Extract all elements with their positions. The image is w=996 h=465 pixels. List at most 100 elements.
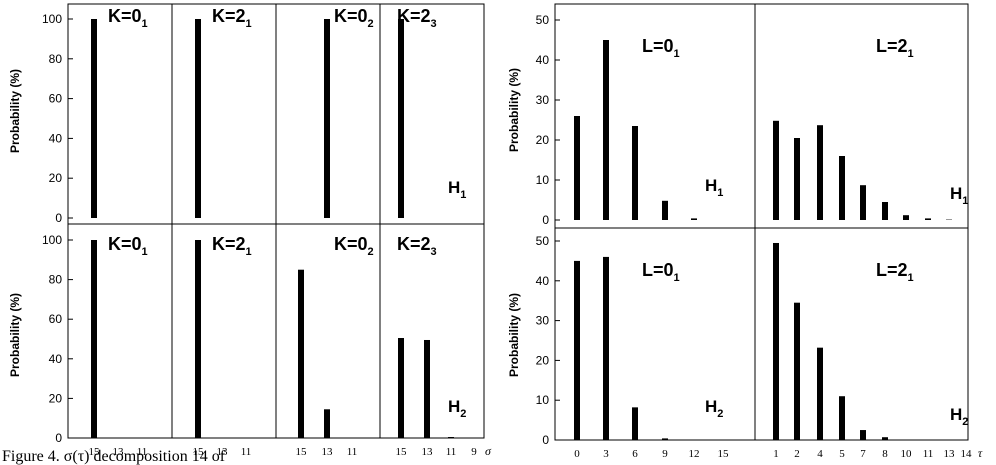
panel-label: K=01 xyxy=(108,6,148,30)
row-label: H1 xyxy=(448,178,466,201)
y-tick-label: 40 xyxy=(536,274,550,288)
bar xyxy=(324,19,330,218)
x-tick-label: 4 xyxy=(817,448,823,460)
y-tick-label: 20 xyxy=(49,391,63,405)
x-tick-label: 15 xyxy=(396,446,408,458)
y-tick-label: 30 xyxy=(536,314,550,328)
x-tick-label: 13 xyxy=(113,446,125,458)
x-axis-symbol: σ xyxy=(485,444,492,458)
bar xyxy=(603,256,609,440)
panel-label: K=21 xyxy=(212,234,252,258)
bar xyxy=(574,260,580,440)
bar xyxy=(860,185,866,220)
bar xyxy=(882,437,888,440)
y-tick-label: 0 xyxy=(55,211,62,225)
left-chart: Probability (%) 0 20 40 60 80 100 H1 K=01 K=21 K=0… xyxy=(8,3,492,458)
bar xyxy=(882,202,888,220)
y-tick-label: 30 xyxy=(536,93,550,107)
y-tick-label: 20 xyxy=(536,353,550,367)
y-tick-label: 0 xyxy=(55,431,62,445)
x-tick-label: 3 xyxy=(603,448,609,460)
y-axis-label: Probability (%) xyxy=(8,293,22,377)
y-tick-label: 10 xyxy=(536,393,550,407)
bar xyxy=(773,120,779,220)
row-label: H1 xyxy=(950,184,968,207)
panel-label: K=02 xyxy=(334,234,374,258)
row-label: H2 xyxy=(950,405,968,428)
x-tick-label: 12 xyxy=(689,448,700,460)
row-label: H2 xyxy=(448,397,466,420)
bar xyxy=(925,218,931,220)
y-tick-label: 80 xyxy=(49,273,63,287)
row-label: H2 xyxy=(705,397,723,420)
y-tick-label: 20 xyxy=(49,171,63,185)
bar xyxy=(574,116,580,220)
bar xyxy=(91,19,97,218)
bar xyxy=(398,338,404,438)
bar xyxy=(839,156,845,220)
bar xyxy=(195,240,201,438)
x-tick-label: 14 xyxy=(961,448,973,460)
panel-label: L=21 xyxy=(876,260,914,284)
y-tick-label: 100 xyxy=(42,233,62,247)
bar xyxy=(91,240,97,438)
panel-label: K=21 xyxy=(212,6,252,30)
panel-label: K=23 xyxy=(397,234,437,258)
x-tick-label: 2 xyxy=(794,448,800,460)
y-axis-label: Probability (%) xyxy=(8,69,22,153)
bar xyxy=(773,242,779,440)
panel-label: K=01 xyxy=(108,234,148,258)
x-tick-label: 1 xyxy=(773,448,779,460)
bar xyxy=(817,347,823,440)
x-tick-label: 15 xyxy=(193,446,205,458)
plot-frame xyxy=(554,3,969,441)
panel-label: L=01 xyxy=(642,260,680,284)
bar xyxy=(632,407,638,440)
y-tick-label: 60 xyxy=(49,92,63,106)
row-label: H1 xyxy=(705,176,723,199)
panel-label: K=23 xyxy=(397,6,437,30)
x-tick-label: 13 xyxy=(422,446,434,458)
y-tick-label: 100 xyxy=(42,12,62,26)
y-tick-label: 60 xyxy=(49,312,63,326)
bar xyxy=(903,215,909,220)
bar xyxy=(448,437,454,438)
bar xyxy=(662,438,668,440)
bar xyxy=(860,430,866,440)
y-tick-label: 50 xyxy=(536,13,550,27)
x-tick-label: 0 xyxy=(574,448,580,460)
x-tick-label: 11 xyxy=(446,446,457,458)
x-tick-label: 11 xyxy=(241,446,252,458)
bar xyxy=(324,409,330,438)
y-tick-label: 20 xyxy=(536,133,550,147)
x-tick-label: 5 xyxy=(839,448,845,460)
bar xyxy=(662,200,668,220)
x-tick-label: 11 xyxy=(137,446,148,458)
bar xyxy=(691,218,697,220)
bar xyxy=(603,40,609,220)
bar xyxy=(794,138,800,220)
bar xyxy=(398,19,404,218)
bar xyxy=(794,302,800,440)
x-tick-label: 13 xyxy=(217,446,229,458)
x-tick-label: 11 xyxy=(347,446,358,458)
y-tick-label: 10 xyxy=(536,173,550,187)
y-tick-label: 80 xyxy=(49,52,63,66)
x-tick-label: 10 xyxy=(901,448,913,460)
y-tick-label: 50 xyxy=(536,234,550,248)
bar xyxy=(195,19,201,218)
y-tick-label: 40 xyxy=(49,131,63,145)
panel-label: L=01 xyxy=(642,36,680,60)
panel-label: K=02 xyxy=(334,6,374,30)
x-tick-label: 15 xyxy=(718,448,730,460)
x-tick-label: 9 xyxy=(471,446,477,458)
x-tick-label: 15 xyxy=(89,446,101,458)
x-tick-label: 8 xyxy=(882,448,888,460)
x-tick-label: 13 xyxy=(322,446,334,458)
y-axis-label: Probability (%) xyxy=(507,68,521,152)
y-tick-label: 0 xyxy=(542,213,549,227)
figure-caption: Figure 4. σ(τ) decomposition 14 of xyxy=(2,448,226,465)
bar xyxy=(817,125,823,220)
